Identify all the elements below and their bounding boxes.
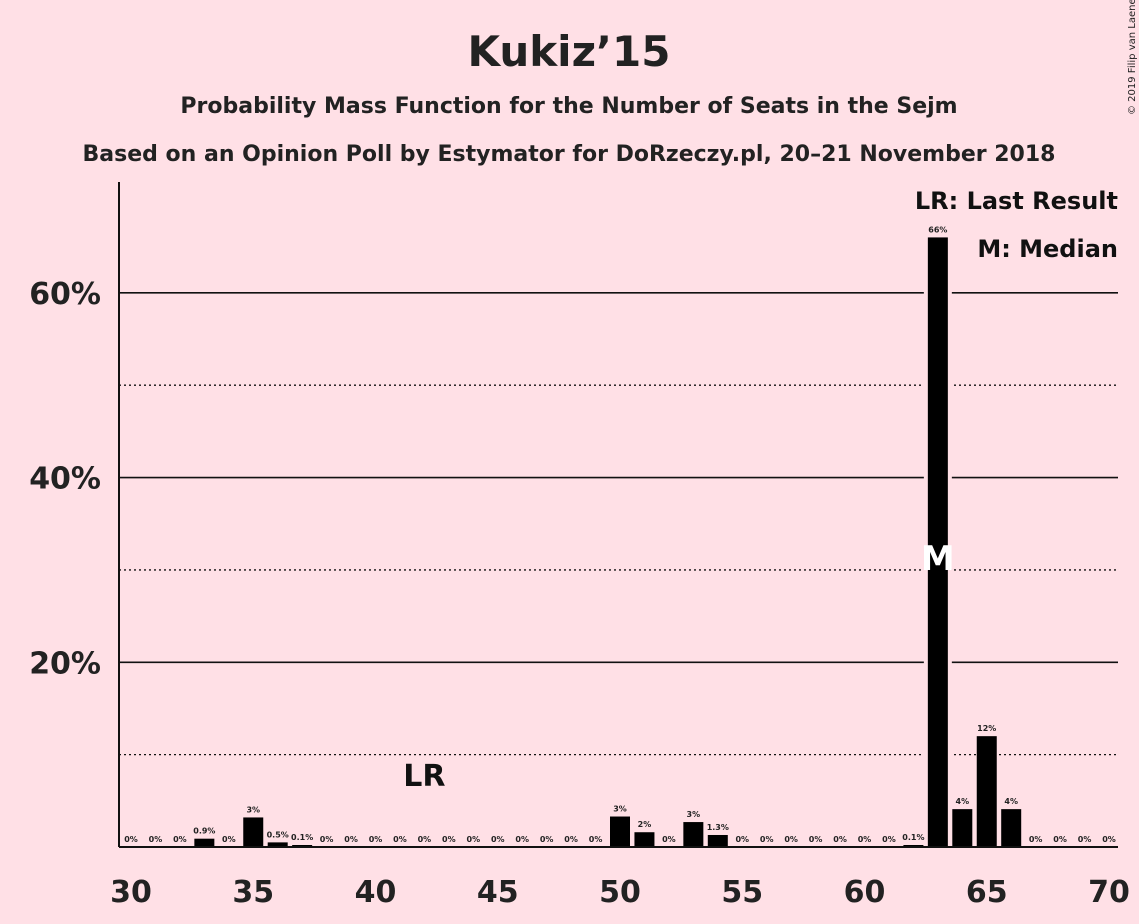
chart-title: Kukiz’15 (468, 27, 671, 76)
bar-seats-54 (707, 834, 728, 847)
bar-value-label: 0% (1053, 835, 1067, 844)
bar-value-labels: 0% 0% 0%0.9%0%3%0.5% 0.1% 0% 0% 0% 0% 0% 0% 0% 0% 0%… (124, 225, 1116, 844)
bar-value-label: 0% (564, 835, 578, 844)
chart-source: Based on an Opinion Poll by Estymator fo… (83, 142, 1056, 167)
bar-value-label: 0% (858, 835, 872, 844)
bar-value-label: 0% (760, 835, 774, 844)
bar-value-label: 4% (1004, 797, 1018, 806)
bar-seats-33 (194, 838, 215, 847)
x-tick-label: 60 (844, 875, 886, 910)
bar-value-label: 3% (687, 810, 701, 819)
bar-value-label: 0% (515, 835, 529, 844)
bar-value-label: 0% (735, 835, 749, 844)
bar-value-label: 0% (467, 835, 481, 844)
bar-value-label: 66% (928, 225, 947, 234)
bar-value-label: 0% (1029, 835, 1043, 844)
bar-value-label: 0% (491, 835, 505, 844)
bar-value-label: 12% (977, 724, 996, 733)
x-tick-label: 65 (966, 875, 1008, 910)
copyright-notice: © 2019 Filip van Laenen (1127, 0, 1138, 115)
bar-value-label: 0% (1078, 835, 1092, 844)
bar-seats-36 (267, 842, 288, 847)
bar-value-label: 0% (320, 835, 334, 844)
y-tick-label: 60% (29, 277, 101, 312)
bars (194, 237, 1022, 847)
bar-value-label: 0% (882, 835, 896, 844)
x-tick-label: 55 (721, 875, 763, 910)
bar-value-label: 0% (442, 835, 456, 844)
bar-value-label: 0% (540, 835, 554, 844)
bar-seats-63 (927, 237, 948, 847)
bar-value-label: 0% (124, 835, 138, 844)
gridlines (119, 232, 1118, 846)
y-tick-label: 20% (29, 646, 101, 681)
bar-seats-35 (243, 817, 264, 847)
bar-value-label: 0% (222, 835, 236, 844)
bar-value-label: 0% (1102, 835, 1116, 844)
bar-value-label: 2% (638, 820, 652, 829)
bar-value-label: 3% (613, 805, 627, 814)
x-tick-label: 45 (477, 875, 519, 910)
bar-value-label: 0% (149, 835, 163, 844)
x-tick-label: 30 (110, 875, 152, 910)
bar-value-label: 1.3% (707, 823, 729, 832)
bar-seats-51 (634, 832, 655, 847)
x-tick-label: 35 (232, 875, 274, 910)
bar-value-label: 4% (956, 797, 970, 806)
legend-median: M: Median (977, 235, 1118, 263)
bar-value-label: 0% (418, 835, 432, 844)
x-tick-label: 40 (355, 875, 397, 910)
y-tick-label: 40% (29, 462, 101, 497)
axes: 20% 40% 60% 30 35 40 45 50 55 60 65 70 (29, 182, 1130, 910)
bar-value-label: 0% (589, 835, 603, 844)
bar-seats-53 (683, 822, 704, 847)
bar-value-label: 0.9% (193, 827, 215, 836)
bar-seats-64 (952, 809, 973, 847)
bar-value-label: 0.1% (291, 833, 313, 842)
bar-value-label: 0% (662, 835, 676, 844)
x-tick-label: 50 (599, 875, 641, 910)
legend-last-result: LR: Last Result (915, 187, 1118, 215)
bar-value-label: 0% (173, 835, 187, 844)
median-marker: M (921, 539, 955, 579)
x-tick-label: 70 (1088, 875, 1130, 910)
bar-seats-65 (976, 736, 997, 847)
bar-value-label: 0% (344, 835, 358, 844)
bar-value-label: 0% (784, 835, 798, 844)
bar-value-label: 0% (809, 835, 823, 844)
bar-seats-50 (610, 816, 630, 847)
bar-seats-66 (1001, 809, 1022, 847)
bar-value-label: 0% (833, 835, 847, 844)
bar-value-label: 0% (393, 835, 407, 844)
bar-value-label: 0.5% (267, 830, 289, 839)
bar-value-label: 3% (246, 805, 260, 814)
chart-subtitle: Probability Mass Function for the Number… (180, 94, 957, 119)
last-result-marker: LR (403, 759, 445, 794)
bar-value-label: 0.1% (902, 833, 924, 842)
bar-value-label: 0% (369, 835, 383, 844)
